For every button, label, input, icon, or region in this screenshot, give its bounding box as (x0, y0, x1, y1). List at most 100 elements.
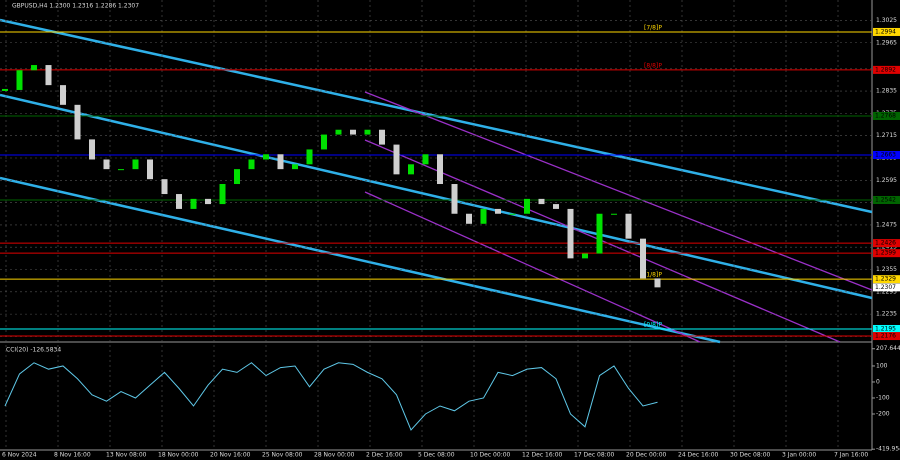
level-label-bg (873, 27, 900, 36)
price-label-bg (873, 283, 900, 292)
chart-title: GBPUSD,H4 1.2300 1.2316 1.2286 1.2307 (12, 3, 139, 10)
candle (31, 65, 37, 71)
y-tick-label: 1.2715 (876, 132, 897, 139)
y-tick-label: 1.2475 (876, 221, 897, 228)
level-tag: [7/8]P (644, 24, 662, 31)
x-tick-label: 30 Dec 08:00 (730, 452, 771, 459)
level-label: 1.2329 (875, 276, 896, 283)
level-tag: [0/8]P (644, 321, 662, 328)
candle (640, 238, 646, 279)
level-label: 1.2663 (875, 152, 896, 159)
candle (205, 198, 211, 205)
x-tick-label: 8 Nov 16:00 (54, 452, 91, 459)
level-tag: [1/8]P (644, 272, 662, 279)
candle (495, 208, 501, 214)
y-tick-label: 1.2295 (876, 288, 897, 295)
candle (74, 104, 81, 140)
indicator-tick-label: -100 (876, 394, 890, 401)
candle (466, 213, 472, 224)
x-tick-label: 24 Dec 16:00 (678, 452, 719, 459)
level-label-bg (873, 65, 900, 74)
candle (422, 154, 429, 165)
y-tick-label: 1.2415 (876, 244, 897, 251)
candle (625, 213, 632, 239)
candle (437, 154, 443, 185)
indicator-line (4, 362, 658, 431)
level-label-bg (873, 195, 900, 204)
candle (364, 129, 371, 135)
candle (132, 159, 139, 170)
indicator-tick-label: 0 (876, 378, 880, 385)
y-tick-label: 1.2235 (876, 311, 897, 318)
candle (524, 198, 530, 214)
candle (103, 159, 110, 170)
candle (176, 194, 182, 209)
candle (118, 169, 124, 171)
x-tick-label: 20 Dec 00:00 (626, 452, 667, 459)
indicator-tick-label: -200 (876, 410, 890, 417)
candle (219, 184, 226, 205)
indicator-tick-label: -419.9541 (876, 446, 900, 453)
level-label-bg (873, 332, 900, 341)
x-tick-label: 6 Nov 2024 (2, 452, 37, 459)
candle (350, 129, 356, 135)
indicator-title: CCI(20) -126.5834 (6, 347, 61, 354)
x-tick-label: 2 Dec 16:00 (366, 452, 403, 459)
level-label: 1.2768 (875, 112, 896, 119)
level-label: 1.2892 (875, 66, 896, 73)
level-label-bg (873, 324, 900, 333)
candle (596, 213, 603, 254)
x-tick-label: 17 Dec 08:00 (574, 452, 615, 459)
candle (567, 208, 574, 259)
candle (654, 278, 661, 288)
level-label-bg (873, 151, 900, 160)
candle (147, 159, 153, 180)
y-tick-label: 1.3025 (876, 17, 897, 24)
level-label: 1.2195 (875, 325, 896, 332)
y-tick-label: 1.2355 (876, 266, 897, 273)
indicator-tick-label: 100 (876, 362, 888, 369)
candle (538, 198, 545, 205)
x-tick-label: 28 Nov 00:00 (314, 452, 355, 459)
candle (16, 70, 23, 90)
candle (89, 139, 95, 160)
candle (45, 65, 52, 86)
level-label: 1.2399 (875, 250, 896, 257)
level-label: 1.2426 (875, 240, 896, 247)
candle (379, 129, 385, 145)
level-tag: [8/8]P (644, 62, 662, 69)
candle (451, 184, 458, 214)
candle (306, 149, 313, 165)
level-label-bg (873, 239, 900, 248)
y-tick-label: 1.2965 (876, 39, 897, 46)
x-tick-label: 25 Nov 08:00 (262, 452, 303, 459)
candle (277, 154, 284, 170)
price-label: 1.2307 (875, 284, 896, 291)
candle (248, 159, 255, 170)
x-tick-label: 5 Dec 08:00 (418, 452, 455, 459)
level-label-bg (873, 111, 900, 120)
y-tick-label: 1.2595 (876, 177, 897, 184)
level-label-bg (873, 249, 900, 258)
candle (335, 129, 342, 135)
candle (553, 204, 559, 209)
candle (393, 144, 400, 175)
x-tick-label: 18 Nov 00:00 (158, 452, 199, 459)
x-tick-label: 3 Jan 00:00 (782, 452, 816, 459)
y-tick-label: 1.2835 (876, 88, 897, 95)
candle (263, 154, 269, 160)
x-tick-label: 12 Dec 16:00 (522, 452, 563, 459)
candle (509, 213, 516, 215)
candle (582, 253, 588, 259)
candle (2, 88, 8, 91)
level-label: 1.2176 (875, 333, 896, 340)
candle (611, 213, 617, 215)
candle (480, 208, 487, 224)
candle (190, 198, 197, 209)
level-label: 1.2542 (875, 196, 896, 203)
candle (60, 85, 66, 105)
level-label-bg (873, 275, 900, 284)
level-label: 1.2994 (875, 28, 896, 35)
